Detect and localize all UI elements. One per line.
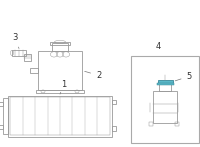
Bar [153,91,177,123]
Bar [8,96,112,137]
Bar [12,50,26,56]
Text: 4: 4 [155,42,161,51]
Bar [0,102,3,106]
Bar [50,42,70,45]
Bar [10,97,110,135]
Text: 3: 3 [12,33,19,49]
Bar [30,68,38,73]
Bar [112,100,116,104]
Bar [24,54,31,61]
Text: 5: 5 [175,72,192,81]
Bar [52,43,68,51]
Bar [158,80,172,84]
Bar [156,83,174,85]
Bar [112,126,116,131]
Bar [0,125,3,129]
Bar [38,51,82,90]
Bar [159,84,171,91]
Text: 1: 1 [60,80,67,94]
Text: 2: 2 [85,71,101,80]
Bar [175,122,179,126]
Bar [3,98,8,134]
Bar [149,122,153,126]
Bar [36,90,84,93]
Bar [131,56,199,143]
